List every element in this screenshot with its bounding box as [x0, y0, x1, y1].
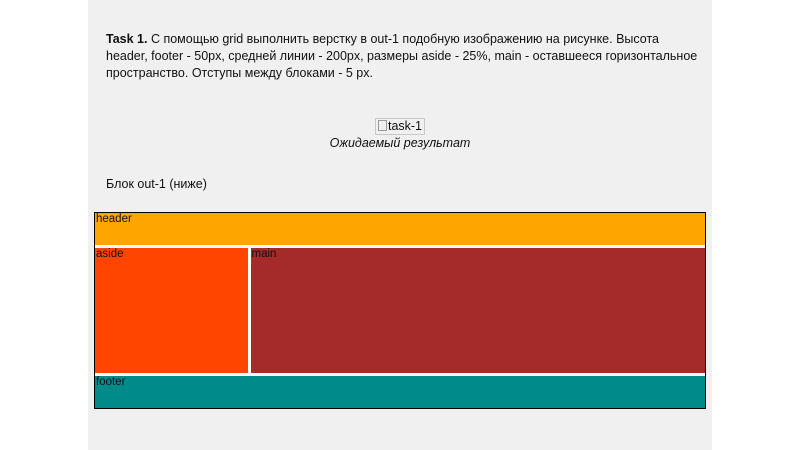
- task-text: С помощью grid выполнить верстку в out-1…: [106, 32, 698, 80]
- main-block: main: [250, 248, 705, 373]
- figure-caption: Ожидаемый результат: [329, 136, 471, 150]
- task-number: Task 1.: [106, 32, 148, 46]
- aside-block: aside: [95, 248, 248, 373]
- out-1-grid: header aside main footer: [94, 212, 706, 409]
- page-content: Task 1. С помощью grid выполнить верстку…: [88, 0, 712, 450]
- expected-result-figure: task-1 Ожидаемый результат: [88, 118, 712, 150]
- footer-block: footer: [95, 376, 705, 408]
- image-alt-text: task-1: [387, 119, 423, 133]
- header-block: header: [95, 213, 705, 245]
- broken-image: task-1: [374, 118, 426, 135]
- block-label: Блок out-1 (ниже): [106, 177, 207, 191]
- broken-image-icon: [377, 120, 387, 131]
- task-description: Task 1. С помощью grid выполнить верстку…: [106, 31, 698, 82]
